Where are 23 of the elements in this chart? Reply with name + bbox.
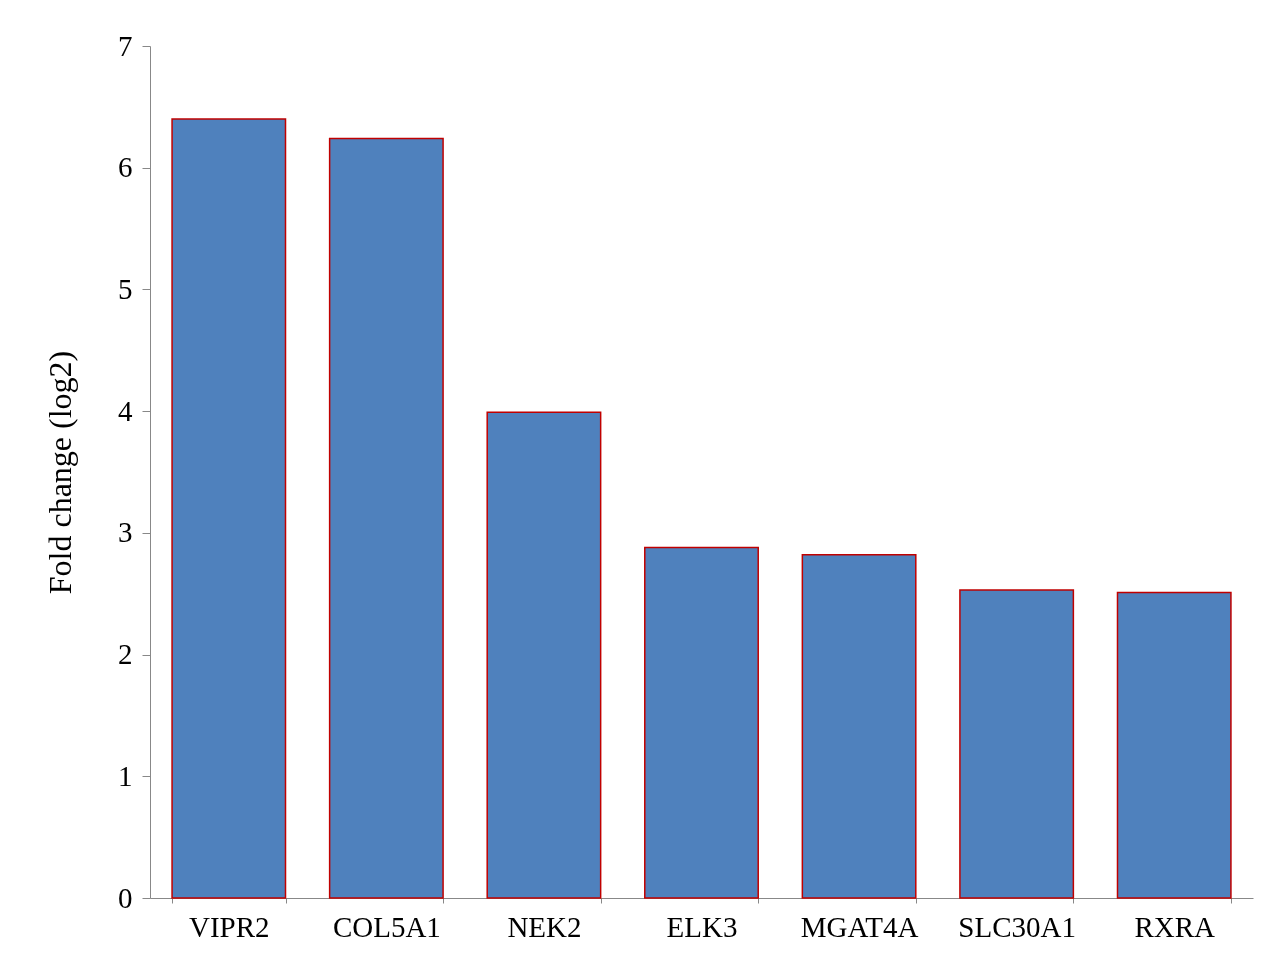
x-tick-label: COL5A1 bbox=[332, 910, 441, 943]
x-tick-label: VIPR2 bbox=[189, 910, 270, 943]
x-tick-label: RXRA bbox=[1134, 910, 1216, 943]
bar bbox=[644, 546, 759, 899]
x-tick-label: ELK3 bbox=[666, 910, 738, 943]
bar bbox=[801, 554, 917, 899]
y-tick-label: 7 bbox=[118, 29, 133, 62]
bar bbox=[959, 589, 1075, 899]
bar bbox=[1116, 591, 1232, 899]
y-axis-title: Fold change (log2) bbox=[42, 350, 78, 595]
x-tick-label: NEK2 bbox=[507, 910, 582, 943]
y-tick-label: 0 bbox=[118, 881, 133, 914]
y-tick-label: 5 bbox=[118, 272, 133, 305]
x-tick-label: MGAT4A bbox=[800, 910, 919, 943]
y-tick-label: 4 bbox=[118, 394, 133, 427]
bar bbox=[486, 411, 602, 899]
y-tick-label: 2 bbox=[118, 638, 133, 671]
y-tick-label: 3 bbox=[118, 516, 133, 549]
bar bbox=[171, 118, 287, 899]
x-tick-label: SLC30A1 bbox=[958, 910, 1076, 943]
bar bbox=[328, 137, 444, 899]
y-tick-label: 1 bbox=[118, 759, 133, 792]
y-tick-label: 6 bbox=[118, 151, 133, 184]
